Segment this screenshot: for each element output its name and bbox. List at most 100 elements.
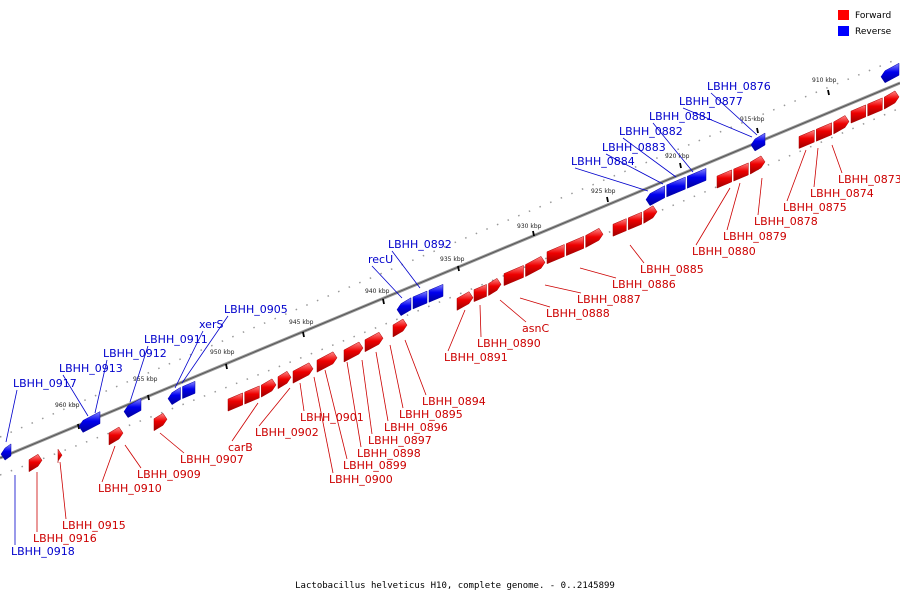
scale-tick-mark <box>679 162 682 169</box>
reverse-leader-line <box>710 92 758 136</box>
forward-leader-line <box>544 284 582 294</box>
forward-leader-line <box>324 369 348 460</box>
forward-gene-arrow <box>456 291 474 311</box>
forward-gene-label: LBHH_0880 <box>692 245 756 258</box>
forward-leader-line <box>579 267 617 279</box>
reverse-leader-line <box>62 374 89 417</box>
reverse-gene-arrow <box>167 386 181 406</box>
forward-gene-arrow <box>643 205 658 224</box>
forward-leader-line <box>499 299 527 323</box>
forward-leader-line <box>757 177 763 216</box>
forward-gene-label: LBHH_0885 <box>640 263 704 276</box>
forward-gene-label: LBHH_0916 <box>33 532 97 545</box>
legend-label-forward: Forward <box>855 11 891 21</box>
forward-leader-line <box>479 304 482 338</box>
legend-label-reverse: Reverse <box>855 27 892 37</box>
forward-gene-arrow <box>277 370 292 390</box>
forward-leader-line <box>629 244 645 264</box>
forward-leader-line <box>59 461 67 520</box>
legend-swatch-reverse <box>838 26 849 36</box>
forward-gene-label: LBHH_0874 <box>810 187 874 200</box>
reverse-leader-line <box>391 250 421 289</box>
forward-gene-arrow <box>503 265 524 286</box>
reverse-track-dotted <box>0 57 900 438</box>
forward-leader-line <box>726 182 741 231</box>
reverse-gene-arrow <box>666 176 686 198</box>
reverse-gene-arrow <box>687 168 707 189</box>
scale-tick-mark <box>147 394 150 401</box>
forward-leader-line <box>124 444 142 469</box>
scale-tick-mark <box>382 298 385 305</box>
reverse-gene-arrow <box>78 411 101 433</box>
forward-gene-arrow <box>750 155 766 175</box>
scale-tick-label: 950 kbp <box>210 349 235 356</box>
reverse-gene-label: recU <box>368 253 393 266</box>
forward-gene-arrow <box>733 162 749 182</box>
forward-gene-label: LBHH_0900 <box>329 473 393 486</box>
forward-gene-label: LBHH_0910 <box>98 482 162 495</box>
forward-gene-label: LBHH_0902 <box>255 426 319 439</box>
reverse-gene-label: LBHH_0877 <box>679 95 743 108</box>
scale-tick-mark <box>302 331 305 338</box>
forward-gene-arrow <box>716 169 732 189</box>
forward-gene-label: LBHH_0907 <box>180 453 244 466</box>
forward-gene-arrow <box>628 211 642 231</box>
forward-gene-arrow <box>833 115 850 135</box>
forward-gene-label: LBHH_0899 <box>343 459 407 472</box>
reverse-gene-arrow <box>645 185 665 206</box>
forward-gene-arrow <box>884 90 900 110</box>
scale-tick-label: 915 kbp <box>740 116 765 123</box>
forward-leader-line <box>695 187 731 246</box>
reverse-gene-label: LBHH_0883 <box>602 141 666 154</box>
scale-tick-label: 935 kbp <box>440 256 465 263</box>
reverse-gene-arrow <box>428 283 444 303</box>
reverse-gene-arrow <box>0 443 12 461</box>
reverse-leader-line <box>605 153 664 185</box>
forward-leader-line <box>447 309 466 352</box>
forward-gene-label: LBHH_0891 <box>444 351 508 364</box>
forward-leader-line <box>813 147 819 188</box>
reverse-gene-label: LBHH_0912 <box>103 347 167 360</box>
forward-gene-arrow <box>364 331 384 353</box>
reverse-leader-line <box>622 137 677 178</box>
forward-gene-arrow <box>488 277 502 297</box>
reverse-leader-line <box>174 330 204 389</box>
forward-gene-label: asnC <box>522 322 549 335</box>
reverse-gene-arrow <box>396 297 412 316</box>
forward-gene-arrow <box>244 385 260 405</box>
forward-gene-arrow <box>612 218 627 237</box>
reverse-leader-line <box>371 265 403 299</box>
forward-gene-arrow <box>525 256 546 277</box>
forward-gene-arrow <box>28 453 43 473</box>
forward-gene-label: LBHH_0897 <box>368 434 432 447</box>
forward-gene-label: LBHH_0898 <box>357 447 421 460</box>
reverse-leader-line <box>181 315 229 384</box>
scale-tick-mark <box>606 196 609 203</box>
forward-leader-line <box>313 376 334 474</box>
scale-tick-label: 940 kbp <box>365 288 390 295</box>
forward-gene-arrow <box>392 318 408 338</box>
reverse-gene-label: LBHH_0917 <box>13 377 77 390</box>
reverse-gene-arrow <box>412 290 428 310</box>
reverse-gene-arrow <box>880 62 900 84</box>
gene-features <box>0 62 900 473</box>
reverse-leader-line <box>94 359 108 414</box>
forward-gene-label: LBHH_0875 <box>783 201 847 214</box>
scale-tick-mark <box>457 265 460 272</box>
forward-gene-arrow <box>316 351 338 373</box>
forward-gene-arrow <box>546 244 565 265</box>
scale-tick-label: 960 kbp <box>55 402 80 409</box>
forward-leader-line <box>361 359 373 435</box>
forward-gene-label: LBHH_0887 <box>577 293 641 306</box>
forward-leader-line <box>831 144 843 174</box>
forward-leader-line <box>258 387 291 427</box>
forward-gene-arrow <box>798 129 815 149</box>
forward-gene-arrow <box>108 426 124 446</box>
forward-gene-arrow <box>261 378 277 398</box>
forward-gene-arrow <box>867 97 883 117</box>
reverse-gene-label: LBHH_0905 <box>224 303 288 316</box>
reverse-leader-line <box>129 345 149 403</box>
forward-gene-arrow <box>153 412 168 432</box>
forward-gene-arrow <box>292 362 314 384</box>
